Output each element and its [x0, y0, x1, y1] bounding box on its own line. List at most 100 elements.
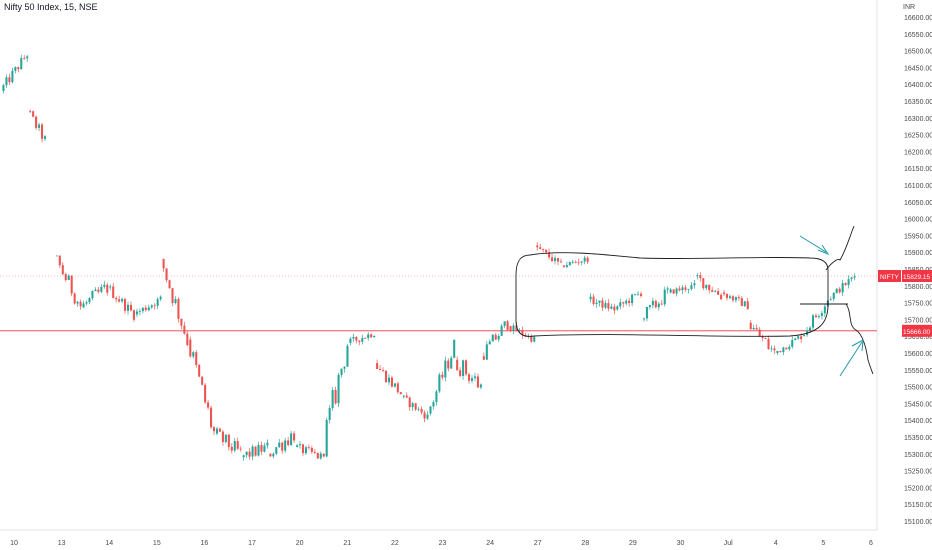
candle-body: [272, 453, 275, 457]
candle-body: [491, 334, 494, 342]
candle-body: [100, 286, 103, 292]
candle-body: [88, 298, 91, 303]
candle-body: [382, 369, 385, 371]
candle-body: [227, 434, 230, 447]
y-tick-label: 15650.00: [904, 334, 932, 341]
candle-body: [616, 306, 619, 310]
candle-body: [779, 350, 782, 353]
candle-body: [776, 350, 779, 353]
candle-body: [2, 85, 5, 91]
candle-body: [316, 452, 319, 459]
candle-body: [153, 305, 156, 307]
candle-body: [186, 333, 189, 346]
candle-body: [562, 265, 565, 267]
candle-body: [684, 287, 687, 290]
candle-body: [304, 447, 307, 454]
candle-body: [8, 77, 11, 83]
candle-body: [651, 300, 654, 306]
candle-body: [820, 313, 823, 317]
candle-body: [260, 444, 263, 452]
candle-body: [325, 419, 328, 457]
candle-body: [577, 262, 580, 264]
candle-body: [5, 77, 8, 86]
candle-body: [853, 276, 856, 278]
candle-body: [648, 305, 651, 308]
candle-body: [642, 318, 646, 320]
candle-body: [500, 325, 503, 336]
candle-body: [631, 294, 634, 304]
candle-body: [177, 299, 180, 319]
price-badge-text: 15666.00: [903, 329, 930, 336]
candle-body: [192, 352, 195, 357]
candle-body: [800, 336, 803, 340]
candle-body: [459, 370, 462, 377]
candle-body: [233, 441, 236, 451]
candle-body: [473, 376, 476, 379]
candle-body: [803, 334, 806, 337]
candle-body: [38, 124, 41, 128]
candle-body: [438, 374, 441, 392]
candle-body: [298, 444, 302, 446]
candle-body: [482, 356, 485, 360]
candle-body: [556, 258, 560, 262]
candle-body: [589, 296, 592, 300]
candle-body: [693, 283, 696, 286]
y-tick-label: 16100.00: [904, 183, 932, 190]
candle-body: [770, 348, 773, 350]
candle-body: [135, 311, 138, 315]
candle-body: [794, 338, 797, 341]
currency-label: INR: [903, 4, 915, 11]
candle-body: [844, 283, 847, 286]
candle-body: [373, 335, 376, 338]
candle-body: [592, 296, 595, 304]
x-tick-label: 10: [10, 540, 18, 547]
candle-body: [112, 286, 115, 298]
arrow-up-line[interactable]: [799, 235, 827, 253]
candle-body: [503, 321, 506, 326]
candle-body: [746, 301, 749, 310]
breakdown-drawing[interactable]: [845, 303, 874, 375]
candle-body: [568, 262, 571, 266]
candle-body: [539, 247, 542, 249]
candle-body: [405, 395, 408, 398]
candle-body: [678, 288, 681, 291]
candle-body: [441, 374, 444, 378]
candle-body: [20, 58, 23, 70]
candle-body: [414, 403, 417, 410]
candle-body: [734, 297, 737, 301]
candle-body: [132, 310, 135, 320]
candle-body: [189, 339, 192, 357]
candle-body: [690, 285, 693, 289]
candle-body: [571, 261, 574, 263]
candle-body: [435, 391, 438, 403]
candle-body: [141, 307, 144, 312]
candle-body: [239, 448, 242, 450]
candle-body: [147, 307, 150, 311]
candle-body: [420, 408, 423, 413]
breakout-up-drawing[interactable]: [825, 225, 855, 271]
candle-body: [444, 360, 447, 378]
candle-body: [180, 318, 183, 326]
y-tick-label: 16000.00: [904, 217, 932, 224]
candle-body: [749, 322, 752, 330]
candle-body: [278, 442, 281, 448]
candle-body: [349, 338, 352, 343]
candle-body: [672, 289, 675, 294]
candle-body: [645, 307, 648, 319]
arrow-down-line[interactable]: [839, 341, 863, 377]
x-tick-label: 28: [581, 540, 589, 547]
candle-body: [545, 249, 548, 253]
candle-body: [797, 336, 800, 339]
candle-body: [165, 268, 168, 281]
candle-body: [408, 397, 411, 408]
candle-body: [58, 255, 61, 266]
candle-body: [156, 299, 159, 306]
candle-body: [337, 374, 340, 404]
candle-body: [29, 111, 32, 112]
candle-body: [542, 248, 545, 250]
y-tick-label: 16400.00: [904, 82, 932, 89]
candle-body: [296, 445, 299, 448]
candle-body: [236, 441, 239, 449]
consolidation-box-drawing[interactable]: [515, 252, 829, 337]
